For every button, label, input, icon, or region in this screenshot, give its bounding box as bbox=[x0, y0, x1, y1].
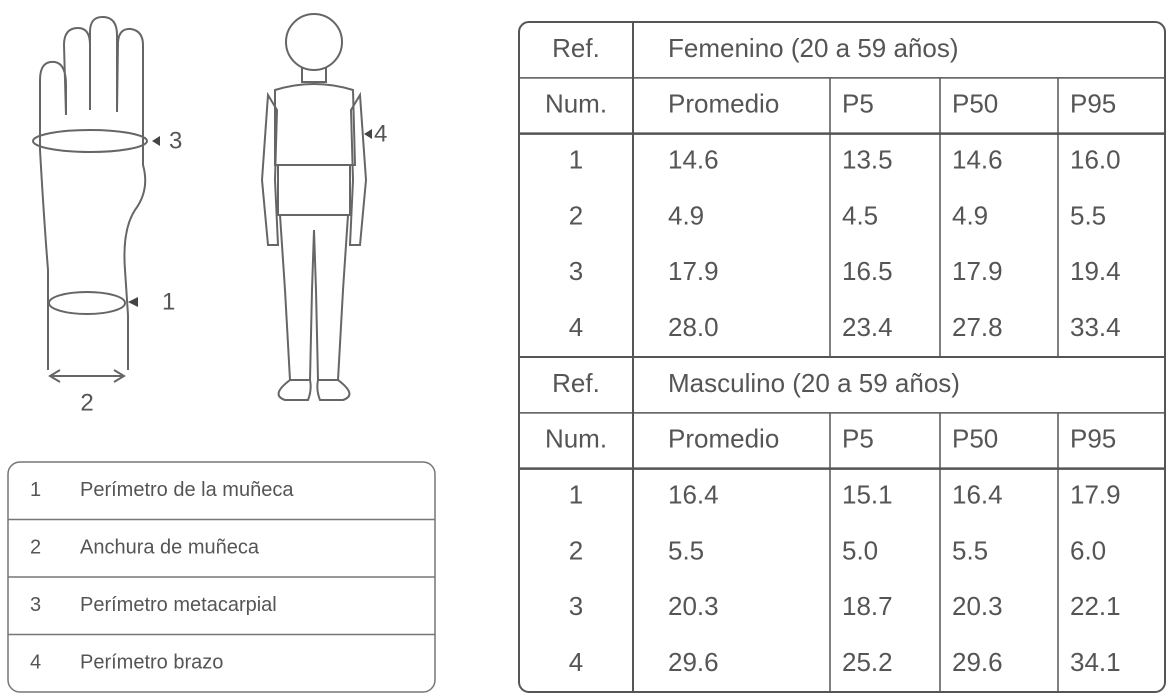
table-cell: 4.5 bbox=[842, 200, 878, 230]
legend-text: Anchura de muñeca bbox=[80, 537, 260, 559]
table-section-title: Femenino (20 a 59 años) bbox=[668, 33, 959, 63]
table-cell: 16.0 bbox=[1070, 144, 1121, 174]
arrow-markers bbox=[128, 129, 372, 307]
table-cell: 22.1 bbox=[1070, 591, 1121, 621]
table-cell: 19.4 bbox=[1070, 256, 1121, 286]
table-cell: 20.3 bbox=[668, 591, 719, 621]
table-cell: 18.7 bbox=[842, 591, 893, 621]
hand-figure bbox=[32, 15, 148, 383]
table-cell: 6.0 bbox=[1070, 535, 1106, 565]
table-header: Num. bbox=[545, 424, 607, 454]
table-cell: 28.0 bbox=[668, 312, 719, 342]
table-cell: 14.6 bbox=[952, 144, 1003, 174]
table-header: P95 bbox=[1070, 89, 1116, 119]
table-cell: 17.9 bbox=[952, 256, 1003, 286]
table-cell: 5.5 bbox=[1070, 200, 1106, 230]
table-cell: 5.5 bbox=[668, 535, 704, 565]
table-cell: 29.6 bbox=[668, 647, 719, 677]
table-cell: 2 bbox=[569, 200, 583, 230]
table-cell: 23.4 bbox=[842, 312, 893, 342]
table-cell: 25.2 bbox=[842, 647, 893, 677]
table-header: P50 bbox=[952, 424, 998, 454]
legend-number: 3 bbox=[30, 594, 41, 616]
table-cell: 3 bbox=[569, 591, 583, 621]
table-cell: 3 bbox=[569, 256, 583, 286]
table-cell: 20.3 bbox=[952, 591, 1003, 621]
table-cell: 16.5 bbox=[842, 256, 893, 286]
table-cell: 27.8 bbox=[952, 312, 1003, 342]
table-cell: 4 bbox=[569, 312, 583, 342]
table-cell: 29.6 bbox=[952, 647, 1003, 677]
table-cell: 4.9 bbox=[668, 200, 704, 230]
legend-number: 2 bbox=[30, 537, 41, 559]
body-figure bbox=[260, 13, 368, 401]
legend-number: 4 bbox=[30, 652, 41, 674]
table-header: Promedio bbox=[668, 424, 779, 454]
figure-label: 2 bbox=[80, 389, 93, 416]
table-header: P5 bbox=[842, 89, 874, 119]
table-header: P5 bbox=[842, 424, 874, 454]
table-cell: 16.4 bbox=[952, 479, 1003, 509]
table-cell: 14.6 bbox=[668, 144, 719, 174]
table-cell: 16.4 bbox=[668, 479, 719, 509]
table-cell: 34.1 bbox=[1070, 647, 1121, 677]
table-cell: 4 bbox=[569, 647, 583, 677]
table-cell: 1 bbox=[569, 144, 583, 174]
table-header: Promedio bbox=[668, 89, 779, 119]
table-header: Num. bbox=[545, 89, 607, 119]
table-cell: 33.4 bbox=[1070, 312, 1121, 342]
table-cell: 2 bbox=[569, 535, 583, 565]
table-ref: Ref. bbox=[552, 33, 600, 63]
figure-label: 3 bbox=[169, 127, 182, 154]
table-ref: Ref. bbox=[552, 368, 600, 398]
table-cell: 13.5 bbox=[842, 144, 893, 174]
legend-text: Perímetro brazo bbox=[80, 652, 223, 674]
table-cell: 17.9 bbox=[1070, 479, 1121, 509]
table-section-title: Masculino (20 a 59 años) bbox=[668, 368, 960, 398]
table-cell: 15.1 bbox=[842, 479, 893, 509]
legend-text: Perímetro de la muñeca bbox=[80, 479, 294, 501]
table-cell: 5.0 bbox=[842, 535, 878, 565]
table-cell: 4.9 bbox=[952, 200, 988, 230]
figure-label: 1 bbox=[162, 288, 175, 315]
table-cell: 5.5 bbox=[952, 535, 988, 565]
table-header: P95 bbox=[1070, 424, 1116, 454]
legend-number: 1 bbox=[30, 479, 41, 501]
table-header: P50 bbox=[952, 89, 998, 119]
legend-text: Perímetro metacarpial bbox=[80, 594, 277, 616]
table-cell: 17.9 bbox=[668, 256, 719, 286]
figure-label: 4 bbox=[374, 120, 387, 147]
table-cell: 1 bbox=[569, 479, 583, 509]
